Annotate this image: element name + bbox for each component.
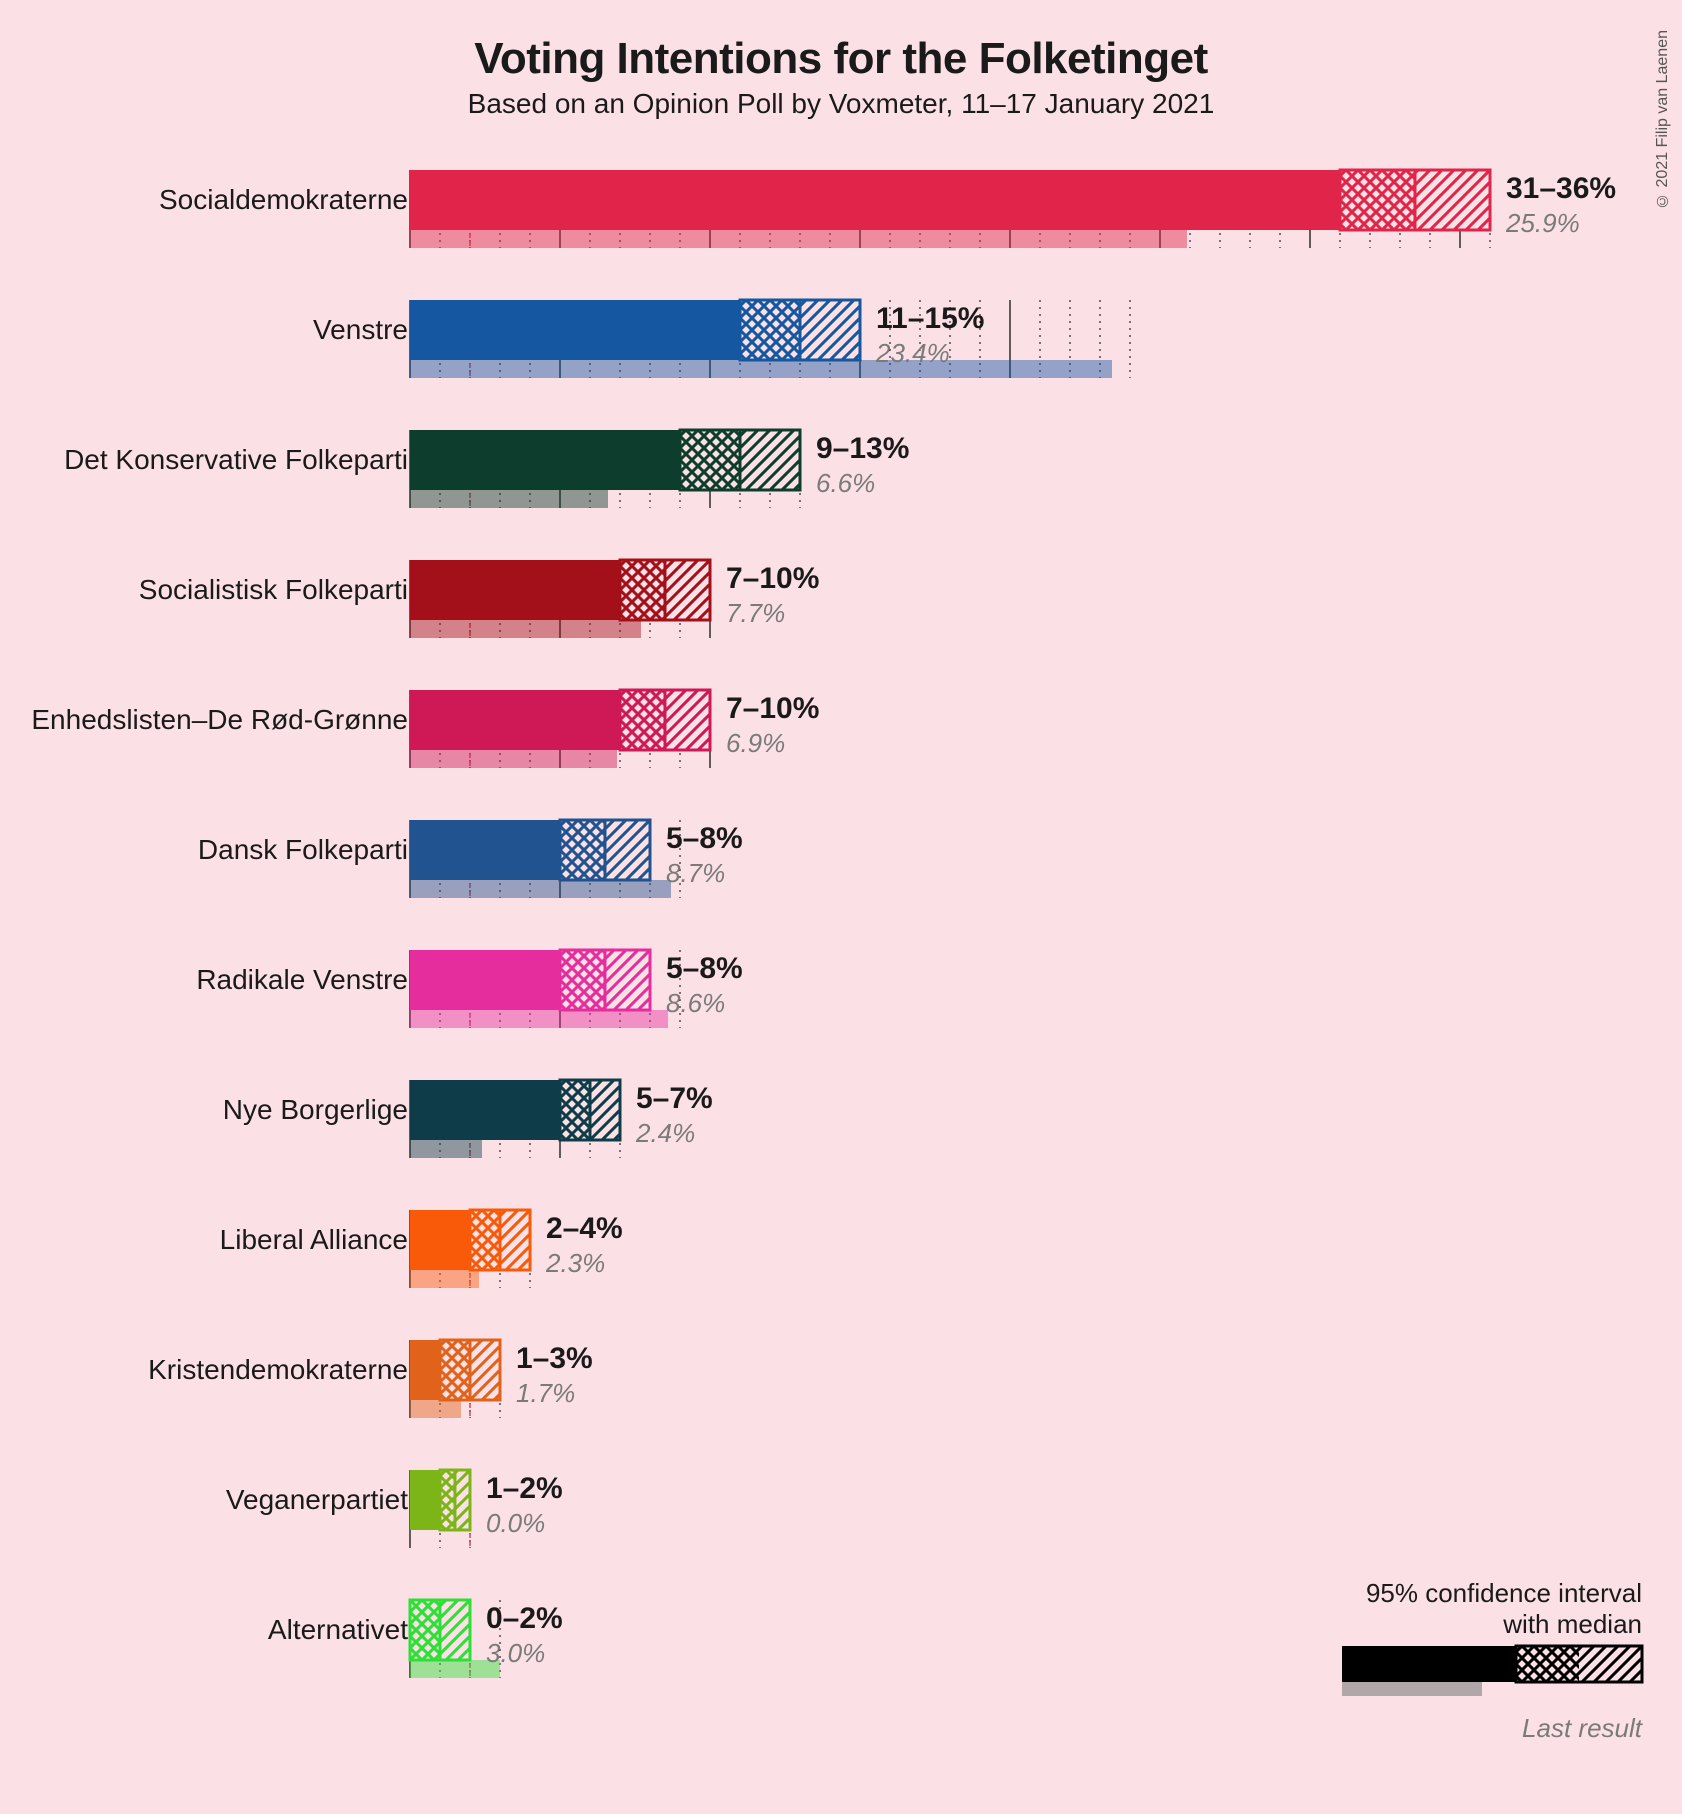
legend-swatch bbox=[1342, 1646, 1642, 1711]
party-label: Dansk Folkeparti bbox=[8, 834, 408, 866]
ci-bar bbox=[410, 1600, 470, 1660]
last-result-label: 8.6% bbox=[666, 988, 725, 1019]
ci-bar bbox=[410, 820, 650, 880]
range-label: 5–7% bbox=[636, 1082, 713, 1116]
last-result-bar bbox=[410, 230, 1187, 248]
range-label: 9–13% bbox=[816, 432, 909, 466]
last-result-label: 2.3% bbox=[546, 1248, 605, 1279]
last-result-label: 8.7% bbox=[666, 858, 725, 889]
last-result-label: 1.7% bbox=[516, 1378, 575, 1409]
last-result-label: 6.9% bbox=[726, 728, 785, 759]
page: Voting Intentions for the Folketinget Ba… bbox=[0, 0, 1682, 1814]
range-label: 0–2% bbox=[486, 1602, 563, 1636]
party-row: Liberal Alliance 2–4%2.3% bbox=[410, 1200, 1640, 1330]
party-label: Socialistisk Folkeparti bbox=[8, 574, 408, 606]
party-label: Nye Borgerlige bbox=[8, 1094, 408, 1126]
ci-bar bbox=[410, 690, 710, 750]
ci-bar bbox=[410, 1210, 530, 1270]
last-result-bar bbox=[410, 1270, 479, 1288]
legend: 95% confidence interval with median Last… bbox=[1272, 1578, 1642, 1744]
range-label: 31–36% bbox=[1506, 172, 1616, 206]
ci-bar bbox=[410, 170, 1490, 230]
ci-bar bbox=[410, 950, 650, 1010]
last-result-bar bbox=[410, 360, 1112, 378]
last-result-label: 0.0% bbox=[486, 1508, 545, 1539]
range-label: 1–2% bbox=[486, 1472, 563, 1506]
last-result-bar bbox=[410, 1010, 668, 1028]
party-row: Socialdemokraterne 31–36%25.9% bbox=[410, 160, 1640, 290]
range-label: 5–8% bbox=[666, 952, 743, 986]
range-label: 7–10% bbox=[726, 692, 819, 726]
ci-bar bbox=[410, 1080, 620, 1140]
ci-bar bbox=[410, 430, 800, 490]
party-label: Veganerpartiet bbox=[8, 1484, 408, 1516]
party-label: Kristendemokraterne bbox=[8, 1354, 408, 1386]
copyright-text: © 2021 Filip van Laenen bbox=[1654, 30, 1672, 209]
party-row: Socialistisk Folkeparti 7–10%7.7% bbox=[410, 550, 1640, 680]
party-row: Veganerpartiet 1–2%0.0% bbox=[410, 1460, 1640, 1590]
last-result-label: 2.4% bbox=[636, 1118, 695, 1149]
chart-area: Socialdemokraterne 31–36%25.9%Venstre 11… bbox=[410, 160, 1640, 1720]
party-row: Dansk Folkeparti 5–8%8.7% bbox=[410, 810, 1640, 940]
last-result-label: 23.4% bbox=[876, 338, 950, 369]
last-result-bar bbox=[410, 750, 617, 768]
party-row: Venstre 11–15%23.4% bbox=[410, 290, 1640, 420]
party-label: Det Konservative Folkeparti bbox=[8, 444, 408, 476]
last-result-label: 3.0% bbox=[486, 1638, 545, 1669]
legend-line-2: with median bbox=[1272, 1609, 1642, 1640]
range-label: 11–15% bbox=[876, 302, 984, 336]
last-result-label: 6.6% bbox=[816, 468, 875, 499]
party-row: Radikale Venstre 5–8%8.6% bbox=[410, 940, 1640, 1070]
last-result-bar bbox=[410, 880, 671, 898]
party-row: Det Konservative Folkeparti 9–13%6.6% bbox=[410, 420, 1640, 550]
ci-bar bbox=[410, 560, 710, 620]
legend-line-1: 95% confidence interval bbox=[1272, 1578, 1642, 1609]
last-result-bar bbox=[410, 620, 641, 638]
party-row: Enhedslisten–De Rød-Grønne 7–10%6.9% bbox=[410, 680, 1640, 810]
range-label: 2–4% bbox=[546, 1212, 623, 1246]
range-label: 1–3% bbox=[516, 1342, 593, 1376]
ci-bar bbox=[410, 300, 860, 360]
range-label: 5–8% bbox=[666, 822, 743, 856]
legend-line-3: Last result bbox=[1272, 1713, 1642, 1744]
party-label: Socialdemokraterne bbox=[8, 184, 408, 216]
chart-subtitle: Based on an Opinion Poll by Voxmeter, 11… bbox=[0, 88, 1682, 120]
last-result-label: 7.7% bbox=[726, 598, 785, 629]
last-result-label: 25.9% bbox=[1506, 208, 1580, 239]
chart-title: Voting Intentions for the Folketinget bbox=[0, 0, 1682, 84]
party-row: Nye Borgerlige 5–7%2.4% bbox=[410, 1070, 1640, 1200]
party-label: Liberal Alliance bbox=[8, 1224, 408, 1256]
party-label: Radikale Venstre bbox=[8, 964, 408, 996]
ci-bar bbox=[410, 1470, 470, 1530]
party-label: Enhedslisten–De Rød-Grønne bbox=[8, 704, 408, 736]
last-result-bar bbox=[410, 1400, 461, 1418]
party-row: Kristendemokraterne 1–3%1.7% bbox=[410, 1330, 1640, 1460]
party-label: Alternativet bbox=[8, 1614, 408, 1646]
range-label: 7–10% bbox=[726, 562, 819, 596]
last-result-bar bbox=[410, 1140, 482, 1158]
last-result-bar bbox=[410, 490, 608, 508]
ci-bar bbox=[410, 1340, 500, 1400]
party-label: Venstre bbox=[8, 314, 408, 346]
